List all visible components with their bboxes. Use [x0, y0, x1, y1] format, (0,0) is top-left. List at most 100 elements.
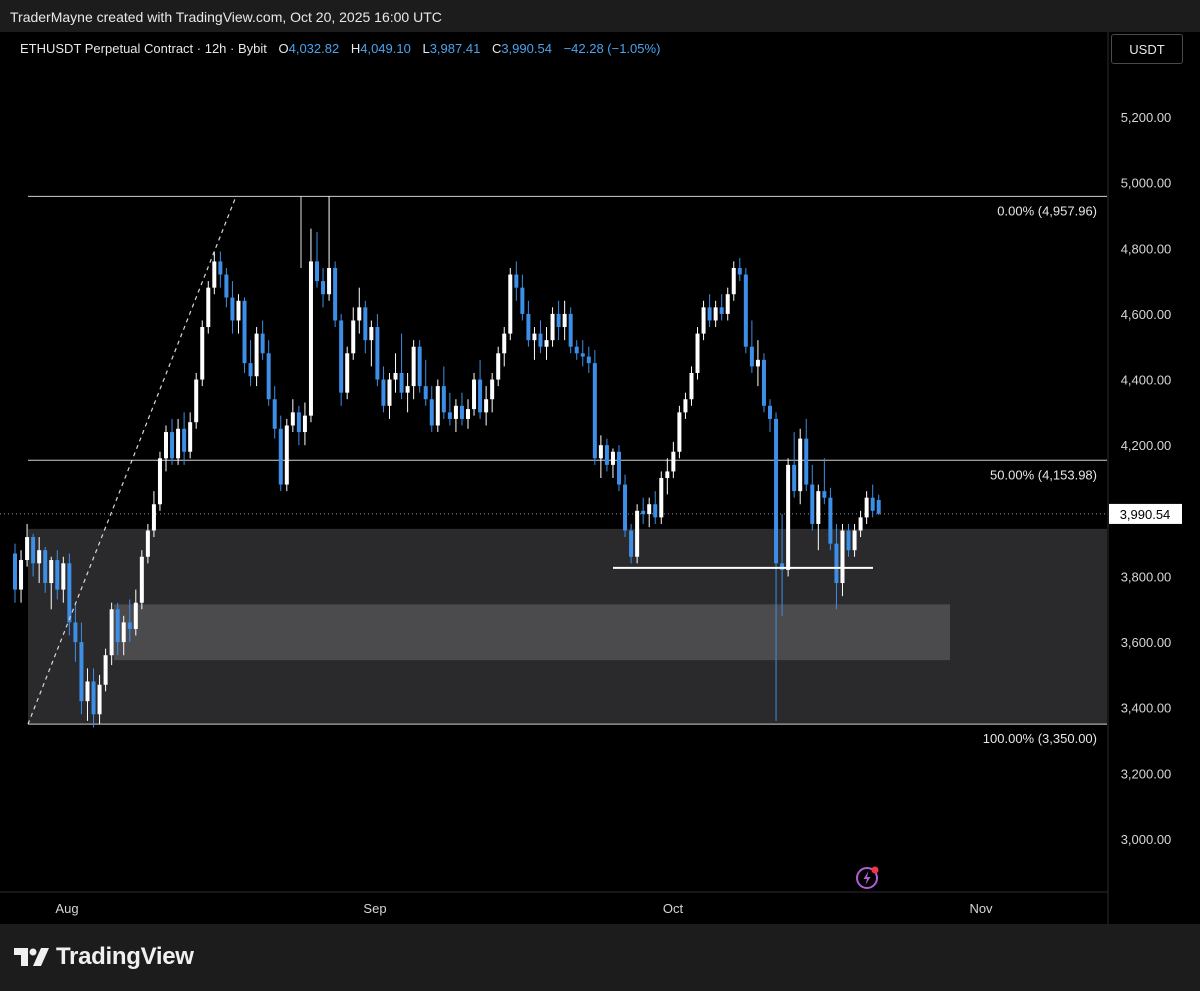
candle — [755, 340, 760, 387]
open-label: O — [278, 41, 289, 56]
candle — [91, 668, 96, 728]
candle — [176, 418, 181, 465]
demand-zone-inner — [114, 604, 950, 661]
candle — [550, 307, 555, 347]
candle — [145, 523, 150, 564]
tradingview-brand: TradingView — [14, 943, 194, 971]
candle — [876, 494, 881, 516]
close-value: 3,990.54 — [501, 41, 552, 56]
candle — [170, 418, 175, 465]
currency-button[interactable]: USDT — [1111, 34, 1183, 64]
x-tick-label: Oct — [663, 901, 684, 916]
candle — [514, 261, 519, 301]
candle — [447, 392, 452, 426]
candle — [526, 300, 531, 347]
fib-label-1: 50.00% (4,153.98) — [990, 467, 1097, 482]
y-tick-label: 3,200.00 — [1121, 766, 1172, 781]
candle — [67, 553, 72, 636]
candle — [109, 602, 114, 666]
candle — [725, 287, 730, 321]
candle — [127, 599, 132, 643]
candle — [810, 464, 815, 531]
y-tick-label: 3,400.00 — [1121, 701, 1172, 716]
attribution-text: TraderMayne created with TradingView.com… — [10, 9, 442, 25]
candle — [731, 261, 736, 301]
candle — [345, 346, 350, 400]
candle — [780, 514, 785, 616]
fib-levels-layer: 0.00% (4,957.96) 50.00% (4,153.98) 100.00%… — [0, 195, 1108, 746]
candle — [375, 313, 380, 387]
candle — [671, 441, 676, 478]
lightning-bolt-icon[interactable] — [855, 865, 883, 896]
zones-layer — [28, 528, 1107, 725]
candle — [737, 258, 742, 282]
attribution-bar: TraderMayne created with TradingView.com… — [0, 0, 1200, 32]
candle — [617, 445, 621, 492]
candle — [786, 458, 791, 577]
candle — [713, 300, 718, 328]
candle — [200, 320, 205, 387]
candle — [212, 251, 217, 295]
y-tick-label: 3,000.00 — [1121, 832, 1172, 847]
y-tick-label: 4,400.00 — [1121, 373, 1172, 388]
candle — [103, 648, 108, 692]
tradingview-logo-icon — [14, 948, 49, 966]
candle — [466, 399, 470, 429]
low-value: 3,987.41 — [429, 41, 481, 56]
candle — [804, 418, 809, 492]
candle — [296, 405, 301, 446]
candle — [133, 589, 138, 636]
high-value: 4,049.10 — [360, 41, 411, 56]
candle — [357, 287, 362, 334]
candle — [363, 300, 368, 354]
candle — [43, 546, 48, 593]
y-tick-label: 3,600.00 — [1121, 635, 1172, 650]
candle — [695, 327, 700, 380]
candle — [858, 510, 863, 538]
fib-label-2: 100.00% (3,350.00) — [983, 731, 1097, 746]
candle — [61, 556, 66, 603]
candle — [13, 543, 17, 603]
candle — [206, 281, 211, 334]
candle — [568, 307, 573, 354]
candle — [774, 412, 779, 721]
candle — [665, 458, 670, 495]
y-tick-label: 3,800.00 — [1121, 569, 1172, 584]
candle — [768, 399, 772, 433]
candle — [182, 412, 187, 465]
low-label: L — [422, 41, 430, 56]
drawings-layer — [27, 196, 873, 725]
candle — [218, 251, 223, 288]
candle — [224, 267, 229, 308]
candle — [453, 399, 458, 433]
candle — [393, 353, 398, 393]
candle — [157, 451, 162, 511]
candle — [327, 196, 332, 301]
candle — [333, 261, 338, 328]
price-chart[interactable]: 0.00% (4,957.96) 50.00% (4,153.98) 100.00%… — [0, 0, 1200, 924]
candle — [689, 366, 694, 406]
candle — [792, 432, 797, 498]
candle — [188, 412, 193, 459]
candle — [508, 267, 513, 341]
y-tick-label: 5,000.00 — [1121, 176, 1172, 191]
candle — [164, 425, 168, 472]
candle — [302, 402, 307, 446]
tradingview-wordmark: TradingView — [56, 943, 194, 970]
candle — [520, 274, 525, 321]
candle — [31, 533, 36, 577]
candle — [864, 491, 869, 524]
candle — [266, 340, 271, 406]
candle — [435, 379, 440, 433]
candle — [236, 294, 241, 334]
candle — [647, 497, 652, 528]
candle — [19, 550, 24, 603]
candle — [254, 327, 259, 387]
candle — [496, 346, 501, 387]
candle — [339, 313, 344, 406]
candle — [85, 668, 90, 721]
candle — [194, 372, 199, 429]
candle — [139, 550, 144, 610]
symbol-title[interactable]: ETHUSDT Perpetual Contract · 12h · Bybit — [20, 41, 267, 56]
candle — [598, 435, 603, 478]
